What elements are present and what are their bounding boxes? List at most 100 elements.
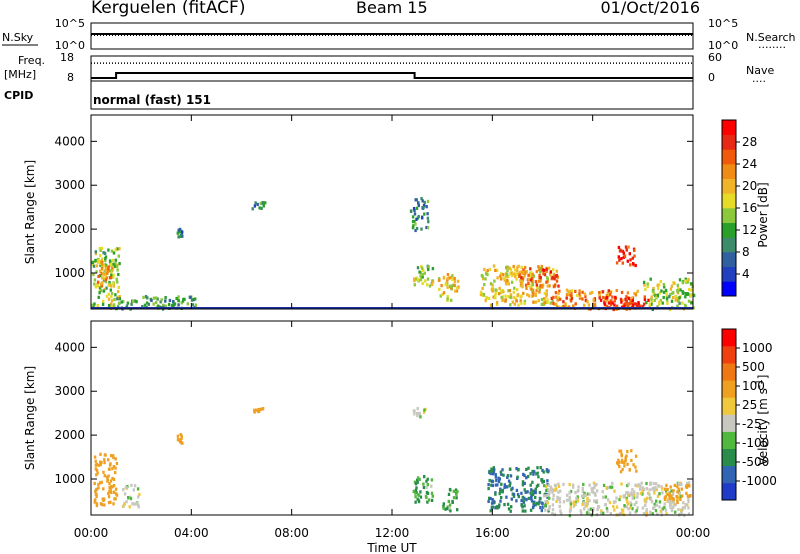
power-cell-2 [116, 297, 119, 301]
velocity-cell-7 [494, 475, 498, 479]
velocity-cell-0 [103, 497, 106, 501]
velocity-cell-6 [455, 496, 458, 500]
velocity-colorbar-tick-label-3: 25 [742, 398, 757, 412]
velocity-cell-7 [531, 480, 534, 484]
power-cell-8 [500, 272, 503, 276]
velocity-cell-9 [632, 463, 635, 467]
power-cell-12 [631, 256, 634, 260]
power-cell-0 [99, 263, 102, 267]
power-cell-0 [110, 291, 114, 295]
power-cell-9 [519, 270, 522, 274]
power-cell-9 [519, 284, 523, 288]
power-cell-7 [446, 297, 449, 301]
power-cell-0 [113, 297, 116, 302]
power-cell-8 [516, 269, 519, 273]
power-cell-0 [106, 266, 109, 270]
power-cell-7 [439, 294, 442, 298]
velocity-cell-8 [642, 511, 646, 516]
power-cell-6 [431, 280, 435, 284]
power-ylabel: Slant Range [km] [23, 160, 37, 264]
power-cell-13 [690, 288, 693, 292]
power-cell-0 [112, 251, 116, 255]
velocity-cell-8 [639, 484, 642, 488]
velocity-cell-8 [544, 485, 548, 489]
power-cell-10 [634, 302, 637, 306]
power-cell-9 [551, 275, 554, 280]
power-cell-0 [101, 302, 105, 306]
power-cell-10 [581, 297, 584, 301]
velocity-cell-4 [422, 410, 426, 414]
velocity-cell-8 [592, 490, 595, 494]
velocity-cell-0 [103, 458, 106, 462]
velocity-cell-7 [495, 478, 498, 483]
power-cell-8 [481, 286, 484, 290]
velocity-cell-8 [633, 503, 636, 507]
velocity-cell-7 [490, 467, 493, 471]
power-cell-0 [114, 248, 117, 252]
power-cell-13 [690, 301, 693, 305]
power-cell-0 [112, 284, 115, 288]
power-cell-6 [416, 266, 420, 270]
velocity-cell-1 [125, 500, 128, 504]
velocity-cell-6 [442, 506, 445, 510]
power-cell-13 [681, 281, 684, 285]
power-cell-10 [589, 291, 592, 295]
velocity-cell-7 [516, 492, 520, 497]
velocity-cell-7 [525, 467, 528, 471]
velocity-cell-8 [649, 482, 652, 486]
velocity-cell-7 [516, 475, 519, 479]
power-cell-6 [414, 277, 417, 281]
velocity-cell-8 [677, 482, 680, 486]
power-cell-13 [660, 289, 663, 293]
velocity-cell-8 [581, 489, 585, 493]
power-cell-1 [101, 262, 104, 266]
velocity-colorbar-tick-label-1: 500 [742, 360, 765, 374]
power-cell-8 [481, 277, 485, 281]
power-cell-13 [672, 291, 675, 295]
power-cell-11 [614, 295, 617, 299]
velocity-cell-8 [551, 503, 555, 507]
power-cell-0 [103, 251, 107, 255]
velocity-cell-10 [664, 487, 667, 491]
power-cell-10 [583, 303, 586, 307]
power-cell-10 [556, 298, 559, 302]
power-cell-6 [418, 270, 421, 274]
velocity-cell-0 [103, 461, 106, 465]
power-cell-2 [152, 296, 156, 300]
power-cell-8 [523, 274, 526, 278]
power-cell-1 [109, 276, 112, 280]
power-cell-8 [489, 282, 493, 286]
velocity-cell-7 [523, 496, 526, 500]
power-cell-13 [646, 284, 649, 289]
power-cell-13 [652, 286, 655, 291]
power-cell-10 [565, 296, 568, 300]
power-cell-8 [519, 299, 522, 303]
power-cell-5 [417, 201, 420, 205]
velocity-cell-2 [176, 434, 180, 438]
power-colorbar: 28 24 20 16 12 8 4 [721, 119, 757, 297]
velocity-cell-8 [636, 495, 639, 499]
velocity-cell-7 [489, 496, 492, 501]
power-cell-0 [93, 278, 97, 282]
power-cell-11 [631, 303, 635, 307]
velocity-cell-7 [503, 483, 506, 487]
power-cell-13 [678, 278, 682, 282]
velocity-cell-0 [95, 504, 99, 508]
power-cell-2 [150, 298, 153, 303]
power-cell-8 [516, 288, 519, 292]
velocity-cell-5 [430, 484, 433, 488]
velocity-cell-7 [539, 497, 542, 501]
velocity-cell-7 [532, 504, 535, 508]
power-cell-2 [168, 298, 172, 303]
velocity-cell-8 [661, 507, 664, 511]
velocity-cell-8 [680, 482, 683, 486]
velocity-cell-9 [620, 458, 624, 462]
velocity-cell-8 [585, 511, 589, 515]
power-cell-13 [684, 304, 688, 308]
power-cell-10 [610, 299, 613, 303]
power-cell-5 [411, 220, 415, 224]
power-cell-2 [143, 303, 147, 307]
power-cell-2 [160, 298, 163, 302]
velocity-cell-8 [613, 508, 616, 512]
freq-panel: Freq. [MHz] 18 8 60 0 Nave .... CPID nor… [4, 51, 774, 107]
